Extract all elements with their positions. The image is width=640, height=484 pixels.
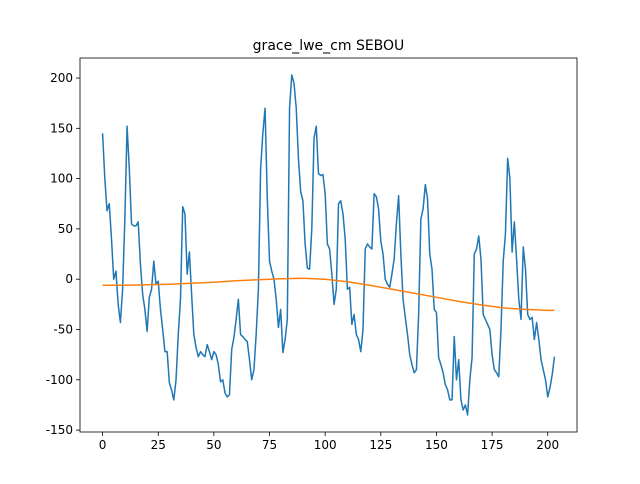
x-tick-label: 25: [151, 438, 166, 452]
x-tick-label: 125: [369, 438, 392, 452]
y-tick-label: -100: [46, 373, 73, 387]
line-series: [102, 277, 555, 312]
line-series: [101, 74, 556, 416]
plot-frame: [79, 57, 578, 433]
y-tick-label: -50: [53, 322, 73, 336]
y-tick-label: 100: [50, 172, 73, 186]
y-tick-label: 0: [65, 272, 73, 286]
x-tick-label: 175: [481, 438, 504, 452]
x-tick-label: 200: [536, 438, 559, 452]
x-tick-label: 0: [99, 438, 107, 452]
y-tick-label: -150: [46, 423, 73, 437]
x-tick-label: 75: [262, 438, 277, 452]
y-tick-label: 200: [50, 71, 73, 85]
chart-title: grace_lwe_cm SEBOU: [253, 38, 405, 54]
y-tick-label: 50: [58, 222, 73, 236]
x-tick-label: 50: [206, 438, 221, 452]
x-tick-label: 150: [425, 438, 448, 452]
x-tick-label: 100: [314, 438, 337, 452]
y-tick-label: 150: [50, 121, 73, 135]
